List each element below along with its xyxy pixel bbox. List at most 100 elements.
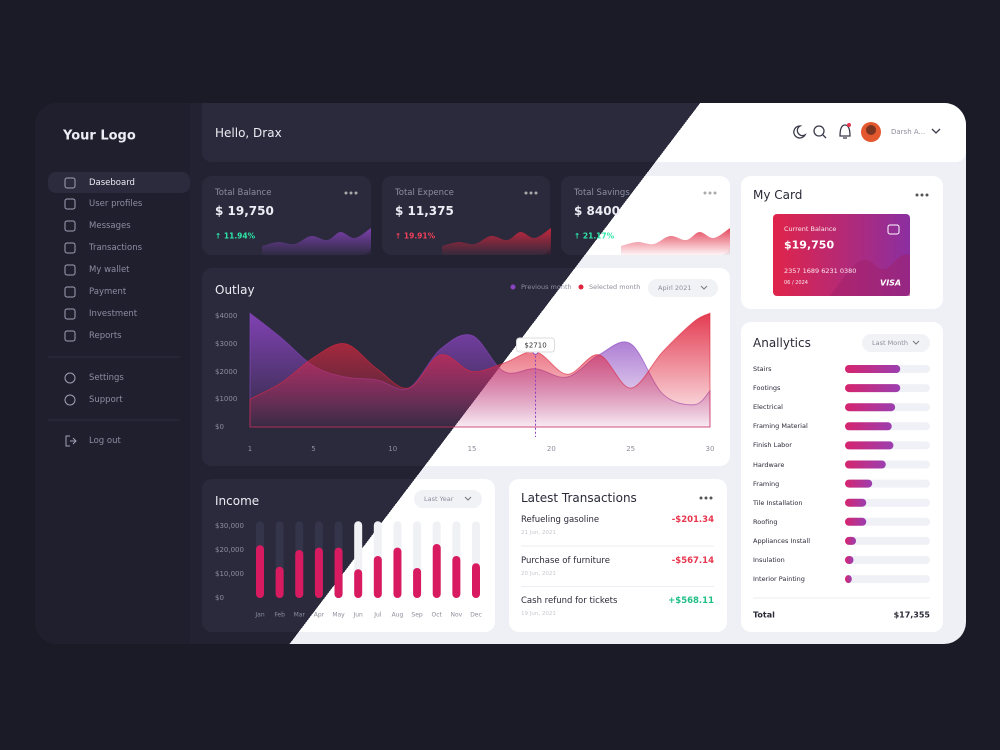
- y-tick-label: $0: [215, 423, 224, 431]
- sparkline: [621, 228, 730, 255]
- more-icon: [708, 191, 712, 195]
- x-tick-label: 10: [388, 445, 398, 453]
- more-icon: [529, 191, 533, 195]
- card-expiry: 06 / 2024: [784, 280, 808, 286]
- more-icon: [709, 496, 713, 500]
- more-icon: [704, 496, 708, 500]
- dropdown-label[interactable]: Last Year: [424, 495, 454, 503]
- category-label: Tile Installation: [753, 498, 803, 507]
- bell-icon: [839, 124, 851, 139]
- dropdown-label[interactable]: Last Month: [872, 339, 908, 347]
- menu-item[interactable]: Settings: [89, 373, 124, 383]
- search-icon: [813, 125, 825, 137]
- dropdown: [414, 490, 482, 508]
- stat-title: Total Savings: [574, 188, 630, 198]
- x-tick-label: 15: [467, 445, 477, 453]
- stat-title: Total Expence: [395, 188, 454, 198]
- panel-title: My Card: [753, 188, 803, 202]
- x-tick-label: Jun: [353, 611, 363, 619]
- card-brand: VISA: [880, 278, 902, 288]
- menu-item[interactable]: Support: [89, 395, 123, 405]
- transaction-name[interactable]: Refueling gasoline: [521, 515, 600, 525]
- transaction-date: 21 Jun, 2021: [521, 530, 556, 536]
- avatar-face: [866, 125, 876, 135]
- legend-marker: [578, 284, 584, 290]
- bar: [472, 563, 480, 598]
- menu-item[interactable]: My wallet: [89, 265, 130, 275]
- transaction-date: 19 Jun, 2021: [521, 611, 556, 617]
- transaction-date: 20 Jun, 2021: [521, 570, 556, 577]
- more-icon: [534, 191, 538, 195]
- bar-track: [845, 536, 930, 545]
- y-tick-label: $4000: [215, 312, 238, 320]
- menu-icon: [64, 242, 76, 254]
- transaction-name[interactable]: Purchase of furniture: [521, 555, 610, 566]
- transaction-name[interactable]: Cash refund for tickets: [521, 596, 618, 606]
- total-value: $17,355: [893, 610, 930, 620]
- bar: [845, 365, 901, 373]
- card-label: Current Balance: [784, 225, 837, 233]
- x-tick-label: 5: [311, 445, 316, 453]
- card-wave: [830, 254, 910, 296]
- bar: [354, 569, 363, 598]
- bar: [295, 550, 304, 598]
- more-icon: [920, 193, 924, 197]
- menu-item[interactable]: Messages: [89, 221, 131, 231]
- menu-item[interactable]: Payment: [89, 287, 127, 297]
- category-label: Appliances Install: [753, 536, 811, 545]
- more-icon: [699, 496, 703, 500]
- stat-change: ↑ 19.91%: [395, 231, 436, 241]
- dropdown: [648, 279, 718, 297]
- menu-icon: [64, 264, 76, 276]
- dropdown-label[interactable]: Apirl 2021: [658, 284, 692, 292]
- total-label: Total: [753, 610, 775, 620]
- dropdown: [862, 334, 930, 352]
- more-icon: [354, 191, 358, 195]
- x-tick-label: 30: [705, 445, 715, 453]
- menu-item[interactable]: User profiles: [89, 199, 143, 209]
- category-label: Electrical: [753, 403, 783, 412]
- notification-dot: [847, 123, 851, 127]
- category-label: Roofing: [753, 517, 778, 526]
- menu-item[interactable]: Transactions: [89, 243, 143, 253]
- user-name[interactable]: Darsh A...: [891, 128, 926, 136]
- legend-label: Selected month: [589, 283, 641, 291]
- menu-item[interactable]: Log out: [89, 436, 121, 446]
- menu-icon: [64, 286, 76, 298]
- sidebar: [35, 103, 190, 644]
- x-tick-label: Aug: [391, 611, 404, 619]
- y-tick-label: $3000: [215, 339, 238, 348]
- legend-marker: [510, 284, 516, 290]
- stat-value: $ 19,750: [215, 204, 274, 218]
- x-tick-label: Jul: [374, 611, 382, 619]
- panel-title: Latest Transactions: [521, 491, 637, 505]
- x-tick-label: May: [332, 611, 345, 619]
- category-label: Finish Labor: [753, 441, 792, 450]
- card-balance: $19,750: [784, 238, 835, 252]
- x-tick-label: Sep: [411, 611, 423, 619]
- bar: [393, 547, 402, 598]
- y-tick-label: $1000: [215, 395, 238, 404]
- x-tick-label: 25: [626, 445, 636, 453]
- tooltip: [516, 337, 556, 353]
- search-icon: [822, 134, 827, 139]
- x-tick-label: Nov: [450, 611, 463, 619]
- transaction-amount: +$568.11: [668, 596, 714, 606]
- y-tick-label: $20,000: [215, 546, 244, 554]
- stat-value: $ 8400: [574, 204, 620, 218]
- bar: [845, 536, 857, 545]
- menu-icon: [64, 198, 76, 210]
- menu-item[interactable]: Investment: [89, 309, 138, 319]
- logout-icon: [65, 435, 77, 447]
- menu-item[interactable]: Reports: [89, 331, 122, 341]
- category-label: Insulation: [753, 556, 785, 564]
- stat-change: ↑ 21.17%: [574, 231, 615, 241]
- menu-item[interactable]: Daseboard: [89, 178, 135, 188]
- y-tick-label: $2000: [215, 367, 238, 376]
- x-tick-label: Jan: [255, 611, 265, 619]
- chart-title: Outlay: [215, 283, 255, 297]
- bar: [845, 556, 854, 564]
- transaction-amount: -$201.34: [671, 515, 714, 525]
- bar: [845, 384, 901, 393]
